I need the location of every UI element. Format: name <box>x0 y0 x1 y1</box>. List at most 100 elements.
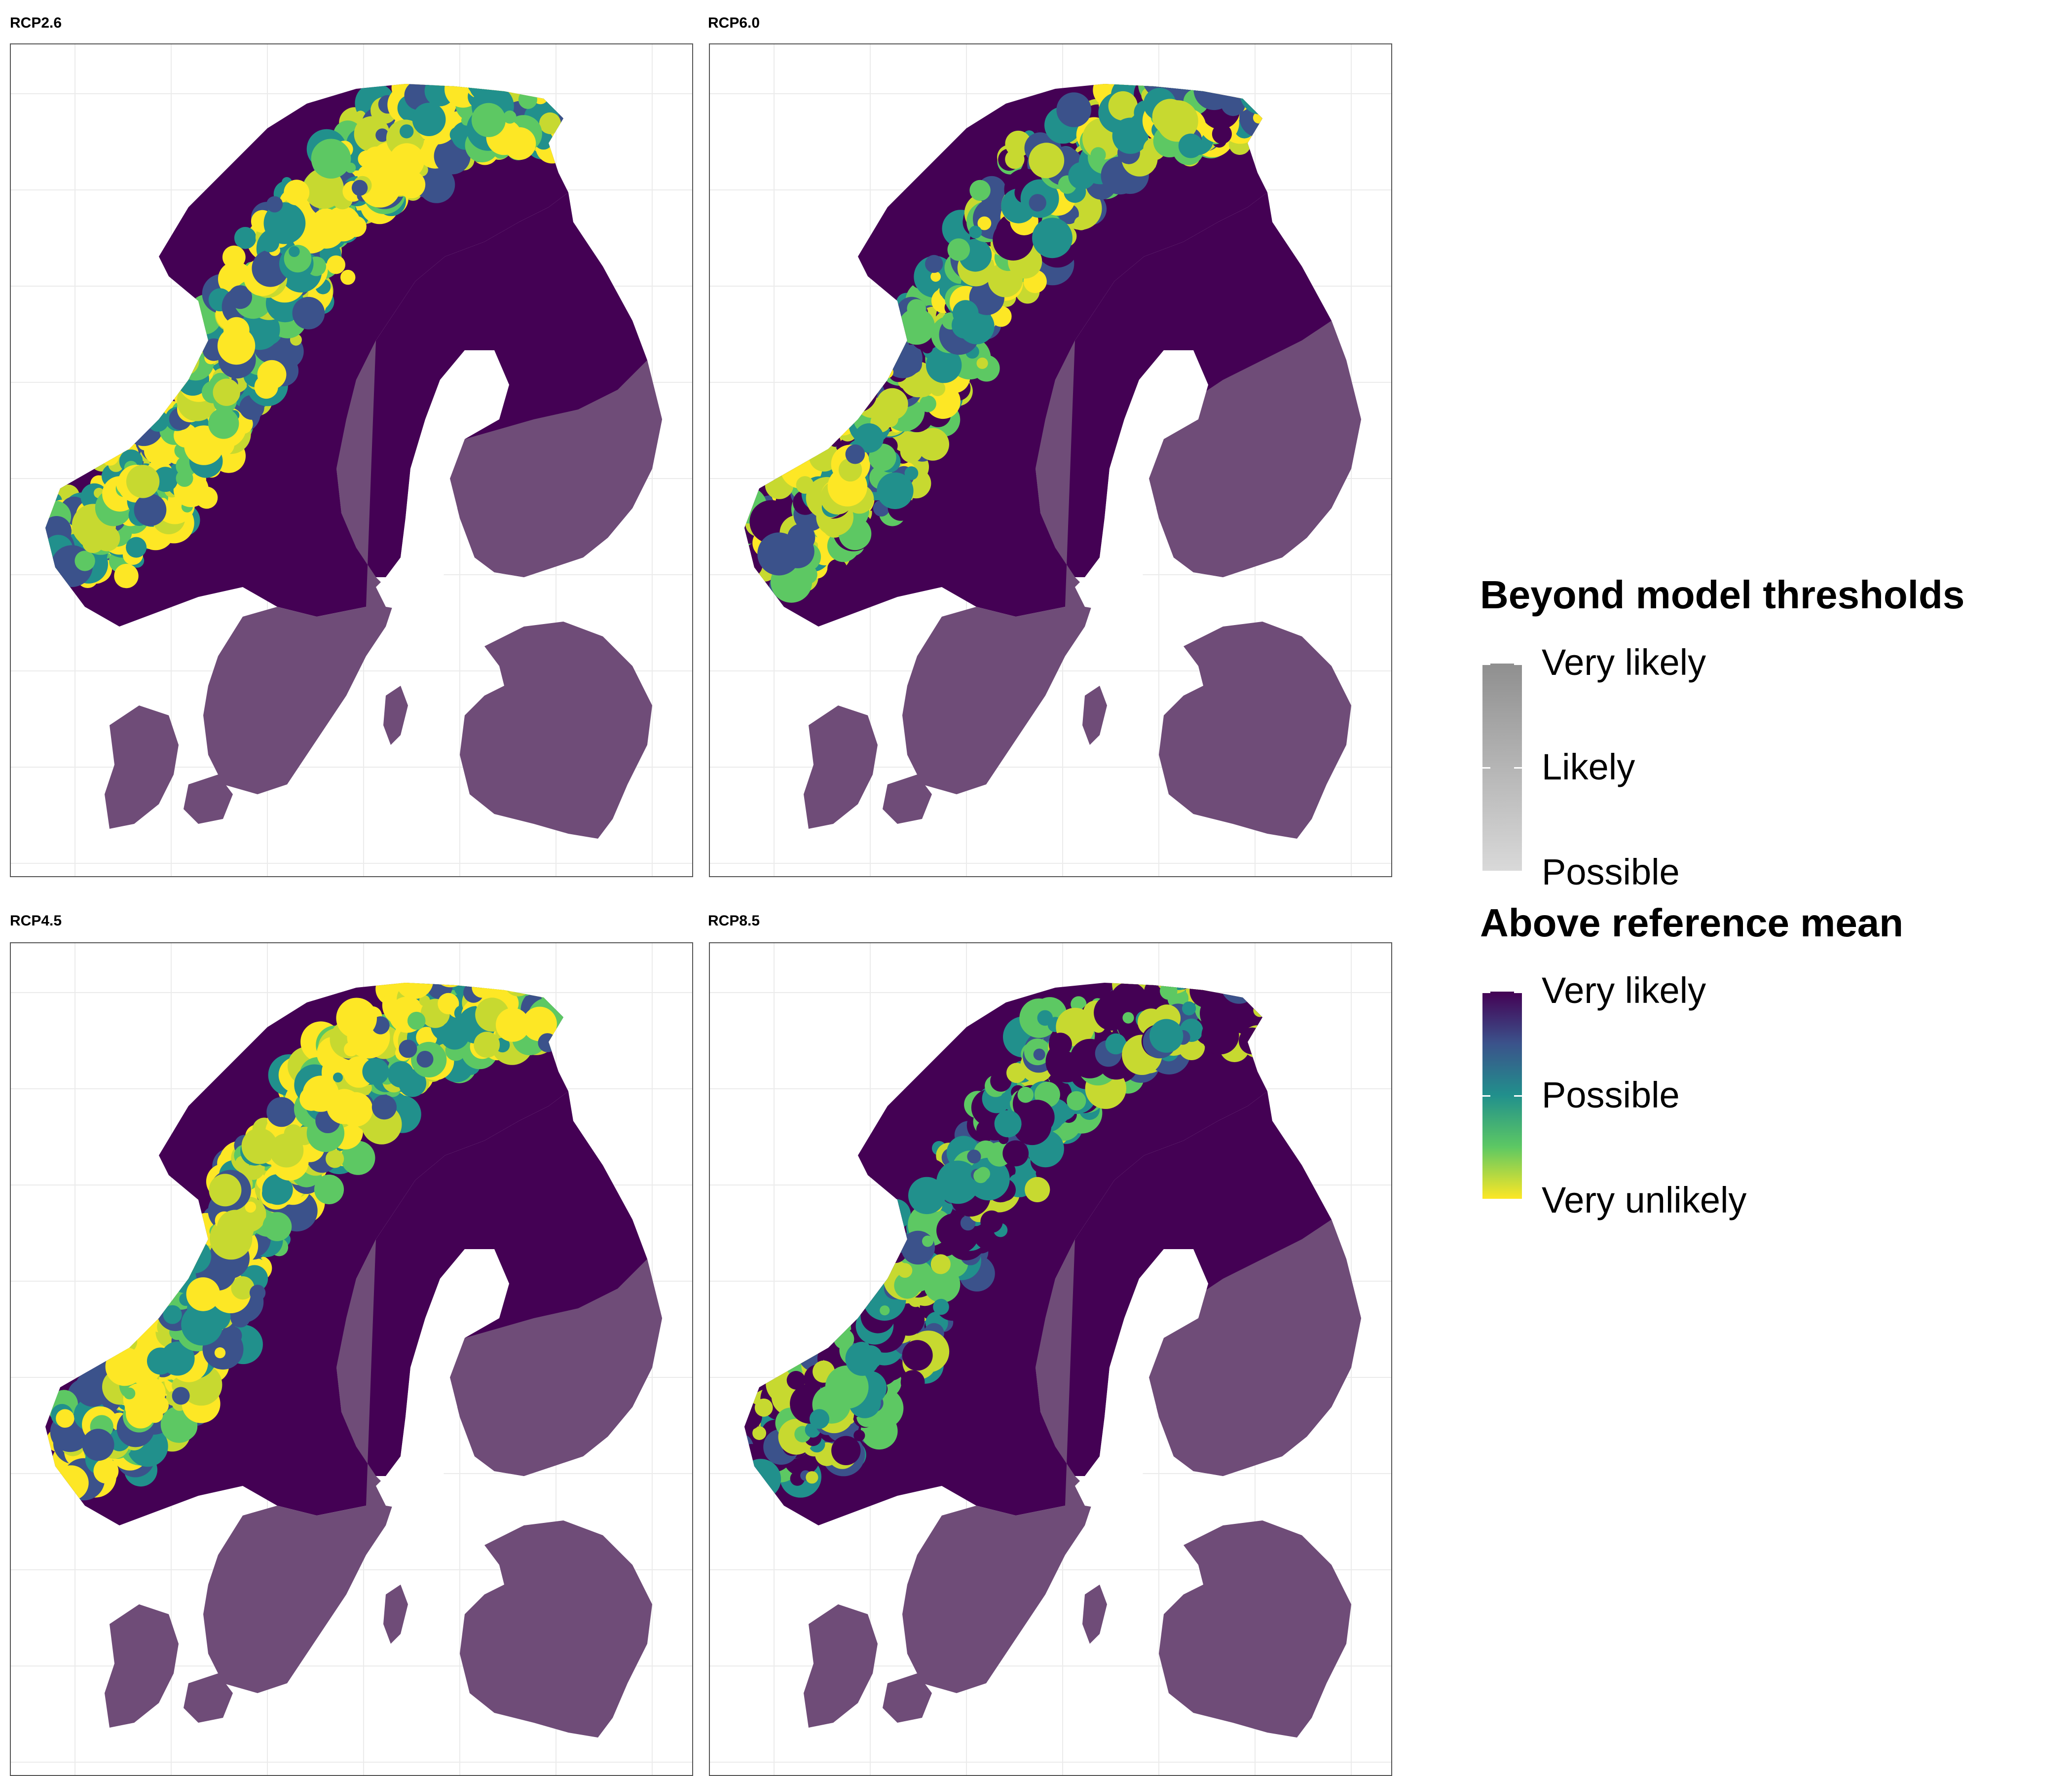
mountain-cell <box>864 384 878 398</box>
mountain-cell <box>969 225 982 239</box>
mountain-cell <box>845 444 865 464</box>
mountain-cell <box>177 1239 212 1274</box>
mountain-cell <box>333 1073 343 1082</box>
mountain-cell <box>980 1210 1003 1233</box>
mountain-cell <box>526 84 553 93</box>
legend-thresholds-title: Beyond model thresholds <box>1480 573 1965 617</box>
mountain-cell <box>539 983 568 1008</box>
mountain-cell <box>345 162 356 173</box>
mountain-cell <box>898 308 935 345</box>
land-denmark <box>804 705 878 829</box>
mountain-cell <box>1249 84 1267 103</box>
mountain-cell <box>887 333 909 355</box>
mountain-cell <box>362 1058 389 1085</box>
mountain-cell <box>412 103 446 136</box>
mountain-cell <box>101 448 119 466</box>
mountain-cell <box>82 1429 114 1461</box>
scandinavia-map <box>11 44 692 876</box>
mountain-cell <box>1149 1019 1184 1053</box>
mountain-cell <box>880 1199 911 1230</box>
mountain-cell <box>478 84 492 85</box>
mountain-cell <box>143 1329 155 1342</box>
mountain-cell <box>518 90 537 109</box>
mountain-cell <box>327 255 345 274</box>
mountain-cell <box>1239 1027 1266 1055</box>
mountain-cell <box>519 84 552 97</box>
mountain-cell <box>375 128 389 142</box>
mountain-cell <box>325 206 361 242</box>
mountain-cell <box>1160 950 1189 978</box>
mountain-cell <box>809 1409 830 1429</box>
mountain-cell <box>471 53 500 82</box>
mountain-cell <box>973 355 1000 382</box>
gulf-of-bothnia <box>1075 350 1208 612</box>
mountain-cell <box>744 1459 781 1500</box>
mountain-cell <box>340 269 356 285</box>
mountain-cell <box>456 956 471 970</box>
mountain-cell <box>284 180 310 206</box>
mountain-cell <box>930 1254 951 1274</box>
mountain-cell <box>1220 960 1243 983</box>
mountain-cell <box>1029 143 1065 179</box>
mountain-cell <box>952 300 979 326</box>
mountain-cell <box>170 346 199 376</box>
mountain-cell <box>507 983 518 993</box>
mountain-cell <box>150 1396 169 1415</box>
mountain-belt <box>45 956 568 1501</box>
mountain-cell <box>172 1387 190 1405</box>
mountain-cell <box>1137 84 1159 89</box>
mountain-cell <box>467 64 480 77</box>
land-south-finland <box>1149 1220 1361 1476</box>
mountain-cell <box>326 1149 344 1168</box>
mountain-cell <box>1240 84 1267 115</box>
mountain-cell <box>466 960 482 976</box>
mountain-cell <box>299 1087 324 1111</box>
land-south-finland <box>450 360 662 577</box>
mountain-cell <box>933 1298 949 1315</box>
legend-reference-label-possible: Possible <box>1542 1074 1680 1115</box>
mountain-cell <box>254 375 278 399</box>
mountain-cell <box>475 983 508 987</box>
mountain-cell <box>877 472 914 509</box>
mountain-cell <box>56 1409 74 1428</box>
mountain-cell <box>1067 1091 1086 1110</box>
mountain-cell <box>1122 1012 1134 1024</box>
mountain-cell <box>266 196 283 213</box>
mountain-cell <box>1208 84 1246 87</box>
mountain-cell <box>500 970 510 980</box>
mountain-cell <box>1163 983 1194 990</box>
mountain-cell <box>1219 959 1239 979</box>
mountain-cell <box>188 340 202 354</box>
mountain-cell <box>262 1183 283 1204</box>
mountain-cell <box>752 1426 767 1440</box>
mountain-cell <box>181 1303 223 1346</box>
land-gotland <box>1082 1585 1107 1644</box>
mountain-cell <box>881 366 893 378</box>
mountain-cell <box>836 371 878 413</box>
mountain-cell <box>897 1263 913 1278</box>
mountain-cell <box>1201 1017 1239 1055</box>
mountain-cell <box>969 180 991 201</box>
mountain-cell <box>327 1089 362 1124</box>
mountain-cell <box>249 1285 266 1301</box>
mountain-cell <box>1048 1033 1072 1056</box>
land-denmark <box>105 705 179 829</box>
mountain-cell <box>513 983 542 994</box>
mountain-cell <box>1011 257 1030 276</box>
mountain-cell <box>930 271 941 282</box>
mountain-cell <box>825 1365 869 1409</box>
mountain-cell <box>824 1303 855 1334</box>
mountain-cell <box>182 333 206 357</box>
mountain-cell <box>433 983 468 988</box>
mountain-cell <box>234 227 257 249</box>
mountain-cell <box>140 1308 157 1325</box>
legend-thresholds-label-likely: Likely <box>1542 746 1635 787</box>
panel-title-rcp85: RCP8.5 <box>708 913 760 929</box>
mountain-cell <box>314 1174 344 1205</box>
mountain-cell <box>754 1398 773 1417</box>
mountain-cell <box>152 467 178 492</box>
map-panel-rcp85 <box>709 942 1392 1776</box>
land-baltics <box>460 1520 652 1738</box>
gulf-of-bothnia <box>376 1249 509 1511</box>
mountain-cell <box>395 983 434 999</box>
